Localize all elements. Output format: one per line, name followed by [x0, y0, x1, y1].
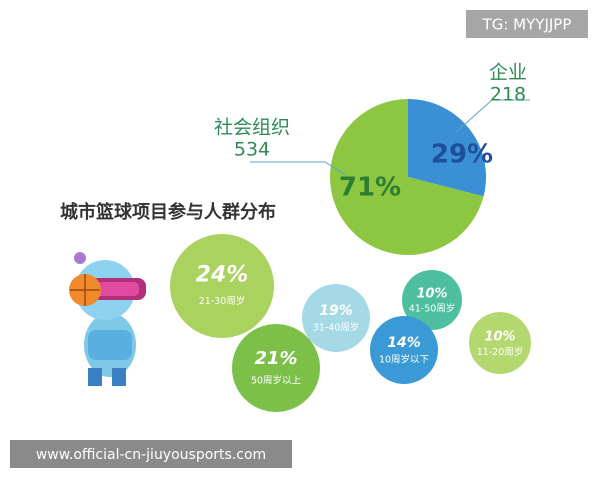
mascot — [69, 252, 146, 386]
bubble-group: 11-20周岁 — [477, 346, 524, 358]
leader-line — [250, 161, 347, 176]
bubble-group: 41-50周岁 — [409, 303, 456, 315]
bubbles: 24%21-30周岁19%31-40周岁21%50周岁以上10%41-50周岁1… — [170, 234, 531, 412]
bubble-group: 10周岁以下 — [379, 354, 429, 366]
bubble-percent: 10% — [416, 287, 447, 302]
bubble — [469, 312, 531, 374]
watermark-bottom: www.official-cn-jiuyousports.com — [36, 447, 266, 463]
bubble-percent: 10% — [484, 329, 515, 344]
bubble — [402, 270, 462, 330]
pie-count: 534 — [234, 139, 270, 161]
pie-percent: 29% — [431, 140, 493, 170]
pie-slice — [408, 99, 486, 197]
bubble-percent: 14% — [387, 335, 421, 351]
pie-name: 社会组织 — [214, 117, 290, 139]
bubble-percent: 21% — [254, 348, 297, 369]
watermark-top: TG: MYYJJPP — [482, 16, 572, 34]
title: 城市篮球项目参与人群分布 — [60, 201, 276, 223]
bubble-percent: 19% — [319, 303, 353, 319]
bubble-percent: 24% — [196, 263, 249, 288]
leader-line — [455, 99, 530, 133]
bubble — [232, 324, 320, 412]
bubble — [170, 234, 274, 338]
pie-slice — [330, 99, 484, 255]
pie-count: 218 — [490, 84, 526, 106]
watermark-box — [10, 440, 292, 468]
watermark-box — [466, 10, 588, 38]
bubble-group: 31-40周岁 — [313, 322, 360, 334]
pie-name: 企业 — [489, 62, 527, 84]
bubble-group: 21-30周岁 — [199, 295, 246, 307]
bubble — [302, 284, 370, 352]
bubble — [370, 316, 438, 384]
pie-percent: 71% — [339, 173, 401, 203]
bubble-group: 50周岁以上 — [251, 375, 302, 387]
